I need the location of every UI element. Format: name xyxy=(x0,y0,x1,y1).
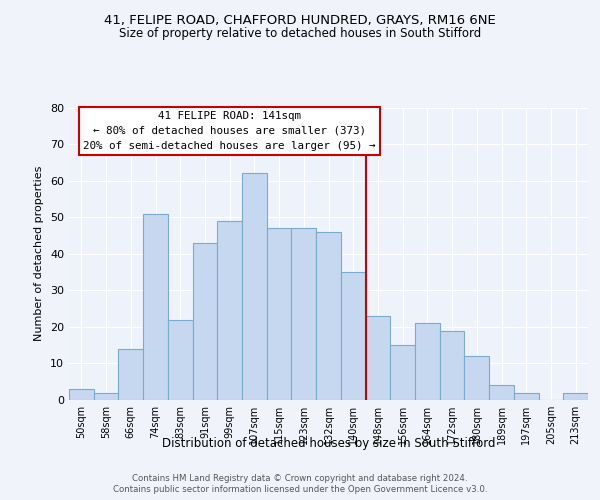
Bar xyxy=(118,349,143,400)
Text: Contains public sector information licensed under the Open Government Licence v3: Contains public sector information licen… xyxy=(113,485,487,494)
Bar xyxy=(563,392,588,400)
Y-axis label: Number of detached properties: Number of detached properties xyxy=(34,166,44,342)
Text: Size of property relative to detached houses in South Stifford: Size of property relative to detached ho… xyxy=(119,28,481,40)
Bar xyxy=(440,330,464,400)
Text: 41 FELIPE ROAD: 141sqm
← 80% of detached houses are smaller (373)
20% of semi-de: 41 FELIPE ROAD: 141sqm ← 80% of detached… xyxy=(83,111,376,151)
Bar xyxy=(316,232,341,400)
Bar xyxy=(390,345,415,400)
Text: Distribution of detached houses by size in South Stifford: Distribution of detached houses by size … xyxy=(162,438,496,450)
Bar xyxy=(168,320,193,400)
Bar xyxy=(514,392,539,400)
Bar xyxy=(489,386,514,400)
Text: 41, FELIPE ROAD, CHAFFORD HUNDRED, GRAYS, RM16 6NE: 41, FELIPE ROAD, CHAFFORD HUNDRED, GRAYS… xyxy=(104,14,496,27)
Bar xyxy=(341,272,365,400)
Bar xyxy=(94,392,118,400)
Bar xyxy=(242,174,267,400)
Text: Contains HM Land Registry data © Crown copyright and database right 2024.: Contains HM Land Registry data © Crown c… xyxy=(132,474,468,483)
Bar xyxy=(267,228,292,400)
Bar xyxy=(217,221,242,400)
Bar xyxy=(365,316,390,400)
Bar xyxy=(193,243,217,400)
Bar xyxy=(415,323,440,400)
Bar xyxy=(69,389,94,400)
Bar xyxy=(292,228,316,400)
Bar xyxy=(464,356,489,400)
Bar xyxy=(143,214,168,400)
